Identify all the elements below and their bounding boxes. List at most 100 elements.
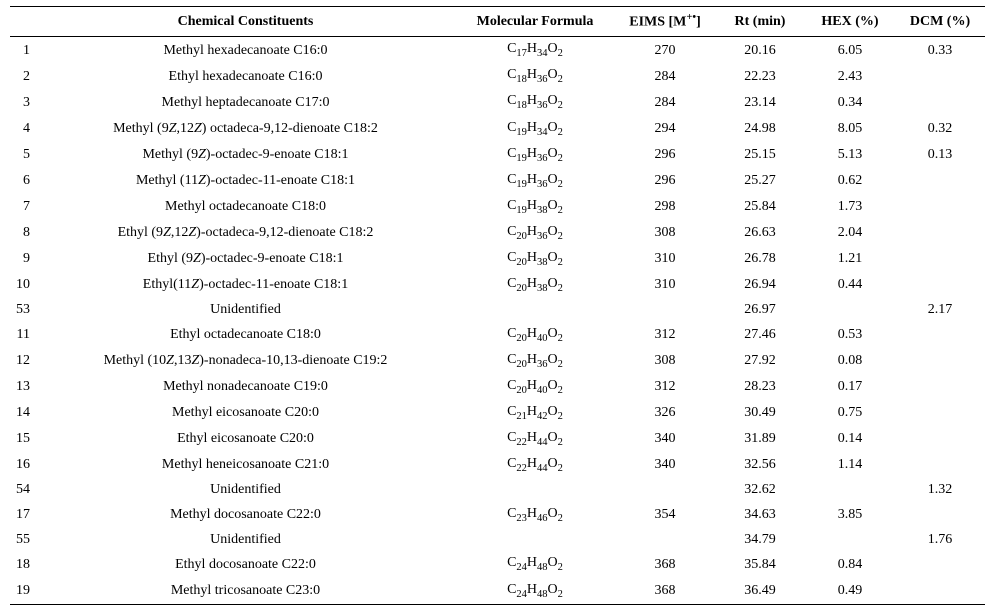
cell-rt: 30.49 [715,400,805,426]
cell-dcm [895,63,985,89]
cell-dcm: 0.33 [895,37,985,64]
cell-index: 16 [10,452,36,478]
cell-hex: 0.14 [805,426,895,452]
cell-index: 18 [10,551,36,577]
cell-dcm [895,246,985,272]
cell-index: 6 [10,168,36,194]
cell-dcm [895,272,985,298]
cell-rt: 34.63 [715,502,805,528]
cell-rt: 24.98 [715,116,805,142]
cell-hex: 1.14 [805,452,895,478]
cell-eims [615,298,715,322]
cell-constituent: Methyl octadecanoate C18:0 [36,194,455,220]
cell-index: 53 [10,298,36,322]
cell-eims: 298 [615,194,715,220]
cell-index: 17 [10,502,36,528]
cell-hex: 0.53 [805,322,895,348]
cell-hex: 0.75 [805,400,895,426]
cell-formula: C20H36O2 [455,348,615,374]
cell-formula: C24H48O2 [455,578,615,605]
cell-formula: C20H38O2 [455,246,615,272]
cell-dcm [895,89,985,115]
cell-constituent: Methyl (9Z)-octadec-9-enoate C18:1 [36,142,455,168]
table-row: 53Unidentified26.972.17 [10,298,985,322]
cell-rt: 22.23 [715,63,805,89]
cell-formula: C20H40O2 [455,374,615,400]
cell-index: 9 [10,246,36,272]
cell-formula: C18H36O2 [455,63,615,89]
cell-hex: 0.49 [805,578,895,605]
cell-constituent: Methyl nonadecanoate C19:0 [36,374,455,400]
cell-constituent: Methyl (9Z,12Z) octadeca-9,12-dienoate C… [36,116,455,142]
cell-dcm [895,220,985,246]
cell-index: 11 [10,322,36,348]
cell-hex: 6.05 [805,37,895,64]
cell-formula [455,528,615,552]
cell-rt: 23.14 [715,89,805,115]
cell-rt: 27.92 [715,348,805,374]
cell-eims: 310 [615,246,715,272]
cell-hex [805,478,895,502]
cell-index: 19 [10,578,36,605]
table-row: 9Ethyl (9Z)-octadec-9-enoate C18:1C20H38… [10,246,985,272]
table-row: 13Methyl nonadecanoate C19:0C20H40O23122… [10,374,985,400]
cell-eims: 368 [615,551,715,577]
table-row: 12Methyl (10Z,13Z)-nonadeca-10,13-dienoa… [10,348,985,374]
cell-rt: 35.84 [715,551,805,577]
cell-eims: 310 [615,272,715,298]
cell-index: 10 [10,272,36,298]
cell-formula: C18H36O2 [455,89,615,115]
cell-rt: 34.79 [715,528,805,552]
cell-dcm [895,168,985,194]
table-container: Chemical Constituents Molecular Formula … [0,0,995,525]
cell-rt: 20.16 [715,37,805,64]
cell-eims: 296 [615,142,715,168]
cell-formula: C17H34O2 [455,37,615,64]
cell-hex [805,298,895,322]
cell-constituent: Ethyl hexadecanoate C16:0 [36,63,455,89]
table-row: 16Methyl heneicosanoate C21:0C22H44O2340… [10,452,985,478]
cell-rt: 32.62 [715,478,805,502]
cell-constituent: Methyl eicosanoate C20:0 [36,400,455,426]
eims-label-base: EIMS [M [629,15,686,30]
col-header-hex: HEX (%) [805,7,895,37]
cell-dcm [895,452,985,478]
table-row: 19Methyl tricosanoate C23:0C24H48O236836… [10,578,985,605]
cell-formula [455,298,615,322]
cell-index: 12 [10,348,36,374]
col-header-rt: Rt (min) [715,7,805,37]
cell-rt: 36.49 [715,578,805,605]
cell-constituent: Unidentified [36,528,455,552]
cell-index: 5 [10,142,36,168]
cell-dcm [895,348,985,374]
cell-formula: C19H36O2 [455,168,615,194]
cell-constituent: Methyl docosanoate C22:0 [36,502,455,528]
cell-rt: 31.89 [715,426,805,452]
cell-index: 55 [10,528,36,552]
col-header-eims: EIMS [M+•] [615,7,715,37]
cell-hex: 2.04 [805,220,895,246]
cell-rt: 27.46 [715,322,805,348]
cell-dcm: 1.32 [895,478,985,502]
eims-sup: +• [686,12,696,23]
cell-hex: 0.34 [805,89,895,115]
cell-formula: C19H34O2 [455,116,615,142]
cell-eims: 312 [615,322,715,348]
cell-index: 4 [10,116,36,142]
cell-eims: 296 [615,168,715,194]
col-header-index [10,7,36,37]
cell-hex: 5.13 [805,142,895,168]
cell-formula: C19H36O2 [455,142,615,168]
cell-formula: C23H46O2 [455,502,615,528]
cell-eims: 340 [615,426,715,452]
cell-index: 15 [10,426,36,452]
cell-dcm [895,194,985,220]
cell-rt: 25.84 [715,194,805,220]
cell-constituent: Methyl heptadecanoate C17:0 [36,89,455,115]
table-row: 3Methyl heptadecanoate C17:0C18H36O22842… [10,89,985,115]
cell-hex: 0.44 [805,272,895,298]
cell-eims: 270 [615,37,715,64]
cell-rt: 26.97 [715,298,805,322]
table-row: 18Ethyl docosanoate C22:0C24H48O236835.8… [10,551,985,577]
table-header-row: Chemical Constituents Molecular Formula … [10,7,985,37]
